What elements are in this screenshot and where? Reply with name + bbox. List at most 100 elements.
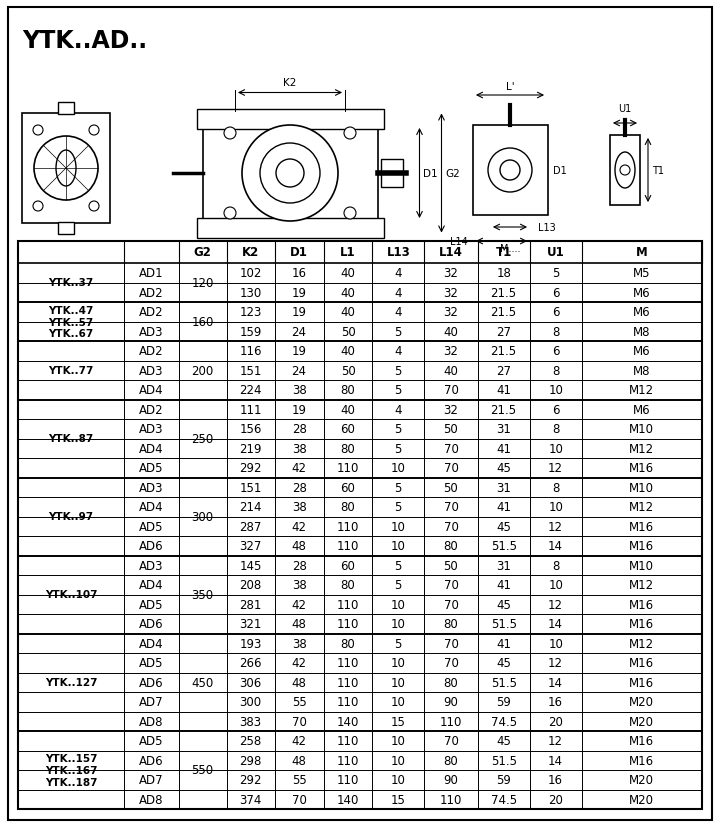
Text: 51.5: 51.5 [490, 540, 517, 552]
Circle shape [260, 144, 320, 204]
Text: 374: 374 [239, 792, 262, 806]
Text: 80: 80 [341, 579, 356, 591]
Text: 550: 550 [192, 763, 214, 777]
Text: 350: 350 [192, 588, 214, 601]
Text: M....: M.... [500, 243, 521, 253]
Text: AD5: AD5 [139, 657, 163, 670]
Text: M6: M6 [633, 306, 651, 319]
Text: M20: M20 [629, 773, 654, 787]
Text: M16: M16 [629, 657, 654, 670]
Text: 50: 50 [444, 559, 459, 572]
Text: M10: M10 [629, 481, 654, 494]
Text: 160: 160 [192, 315, 214, 329]
Text: 14: 14 [548, 676, 563, 689]
Text: 151: 151 [239, 481, 262, 494]
Text: 80: 80 [341, 384, 356, 397]
Text: 10: 10 [391, 520, 406, 533]
Text: YTK..157
YTK..167
YTK..187: YTK..157 YTK..167 YTK..187 [45, 753, 97, 787]
Text: 110: 110 [337, 734, 359, 748]
Text: 31: 31 [496, 481, 511, 494]
Circle shape [620, 166, 630, 176]
Text: 8: 8 [552, 325, 559, 339]
Text: 45: 45 [496, 734, 511, 748]
Text: 59: 59 [496, 696, 511, 709]
Text: YTK..87: YTK..87 [48, 434, 94, 444]
Text: 156: 156 [239, 423, 262, 436]
Text: 281: 281 [239, 598, 262, 611]
Text: 51.5: 51.5 [490, 676, 517, 689]
Text: M5: M5 [633, 267, 651, 280]
Text: 4: 4 [395, 403, 402, 416]
Text: AD2: AD2 [139, 286, 163, 300]
Text: 292: 292 [239, 462, 262, 474]
Bar [58, 103, 74, 115]
Bar [197, 109, 384, 129]
Text: AD2: AD2 [139, 306, 163, 319]
Bar [472, 126, 547, 216]
Text: 15: 15 [391, 715, 406, 728]
Text: M16: M16 [629, 753, 654, 767]
Text: M8: M8 [633, 325, 651, 339]
Text: M16: M16 [629, 676, 654, 689]
Text: 14: 14 [548, 540, 563, 552]
Text: U1: U1 [546, 246, 564, 259]
Text: M10: M10 [629, 559, 654, 572]
Text: 4: 4 [395, 344, 402, 358]
Text: G2: G2 [194, 246, 212, 259]
Text: 151: 151 [239, 364, 262, 378]
Text: 59: 59 [496, 773, 511, 787]
Text: 5: 5 [395, 579, 402, 591]
Text: 4: 4 [395, 306, 402, 319]
Text: 50: 50 [444, 423, 459, 436]
Text: 110: 110 [337, 618, 359, 630]
Text: 74.5: 74.5 [490, 715, 517, 728]
Text: AD4: AD4 [139, 579, 163, 591]
Text: 5: 5 [395, 637, 402, 650]
Text: 10: 10 [391, 540, 406, 552]
Text: M10: M10 [629, 423, 654, 436]
Text: 60: 60 [341, 481, 356, 494]
Text: 14: 14 [548, 753, 563, 767]
Text: AD5: AD5 [139, 598, 163, 611]
Text: 70: 70 [444, 657, 459, 670]
Text: 40: 40 [341, 403, 356, 416]
Text: 450: 450 [192, 676, 214, 689]
Text: 27: 27 [496, 325, 511, 339]
Text: 48: 48 [292, 540, 307, 552]
Text: YTK..127: YTK..127 [45, 677, 97, 687]
Text: 383: 383 [240, 715, 261, 728]
Text: 45: 45 [496, 598, 511, 611]
Text: M16: M16 [629, 734, 654, 748]
Text: 80: 80 [341, 442, 356, 455]
Text: AD4: AD4 [139, 442, 163, 455]
Text: 19: 19 [292, 306, 307, 319]
Text: 16: 16 [548, 773, 563, 787]
Text: 116: 116 [239, 344, 262, 358]
Text: 70: 70 [444, 520, 459, 533]
Text: L1: L1 [341, 246, 356, 259]
Text: 12: 12 [548, 462, 563, 474]
Text: 110: 110 [440, 792, 462, 806]
Text: M6: M6 [633, 403, 651, 416]
Text: K2: K2 [283, 79, 297, 89]
Circle shape [224, 128, 236, 140]
Text: 70: 70 [292, 792, 307, 806]
Text: 5: 5 [395, 384, 402, 397]
Text: 10: 10 [391, 773, 406, 787]
Circle shape [500, 161, 520, 181]
Text: 19: 19 [292, 344, 307, 358]
Ellipse shape [56, 151, 76, 187]
Text: M6: M6 [633, 286, 651, 300]
Text: M6: M6 [633, 344, 651, 358]
Text: 27: 27 [496, 364, 511, 378]
Text: 4: 4 [395, 267, 402, 280]
Text: 200: 200 [192, 364, 214, 378]
Text: M16: M16 [629, 462, 654, 474]
Text: 219: 219 [239, 442, 262, 455]
Text: 266: 266 [239, 657, 262, 670]
Text: 110: 110 [440, 715, 462, 728]
Text: 110: 110 [337, 540, 359, 552]
Text: 21.5: 21.5 [490, 344, 517, 358]
Text: 70: 70 [444, 637, 459, 650]
Text: 40: 40 [341, 267, 356, 280]
